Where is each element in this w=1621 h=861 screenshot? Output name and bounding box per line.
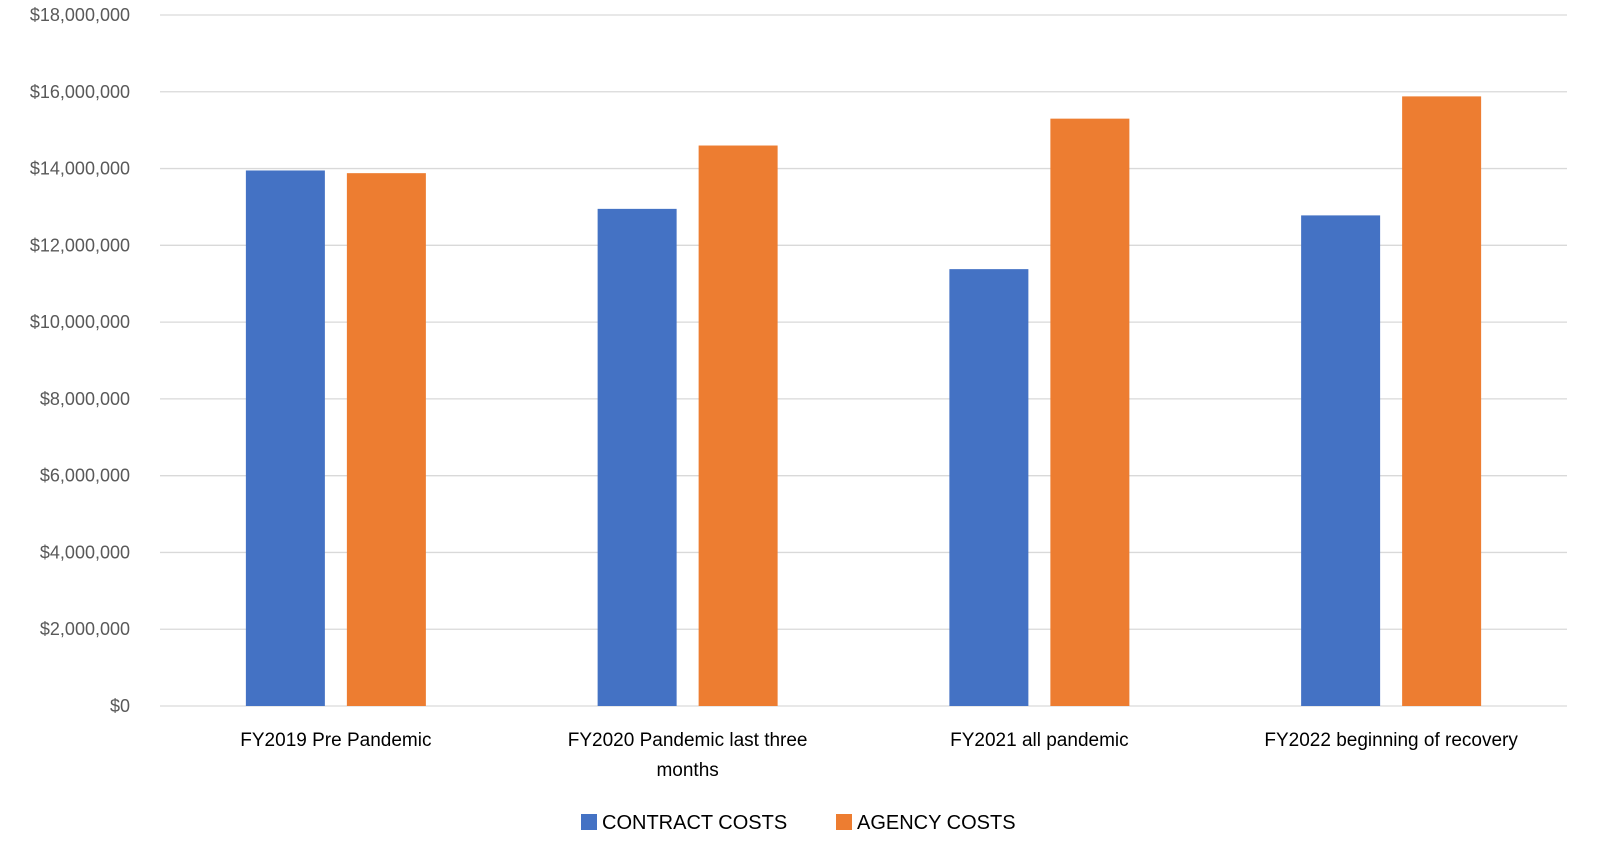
bar-contract-3	[1301, 215, 1381, 706]
legend-label-agency: AGENCY COSTS	[857, 812, 1016, 834]
y-tick-label: $4,000,000	[40, 542, 130, 562]
x-tick-label: months	[656, 760, 718, 781]
y-tick-label: $6,000,000	[40, 466, 130, 486]
x-tick-label: FY2019 Pre Pandemic	[240, 730, 431, 751]
y-axis-ticks: $0 $2,000,000 $4,000,000 $6,000,000 $8,000,0…	[30, 5, 130, 716]
y-tick-label: $2,000,000	[40, 619, 130, 639]
bar-agency-0	[346, 173, 426, 706]
y-tick-label: $8,000,000	[40, 389, 130, 409]
legend-label-contract: CONTRACT COSTS	[602, 812, 787, 834]
x-tick-label: FY2021 all pandemic	[950, 730, 1129, 751]
y-tick-label: $18,000,000	[30, 5, 130, 25]
bar-contract-0	[245, 170, 325, 707]
y-tick-label: $12,000,000	[30, 235, 130, 255]
bars	[245, 96, 1482, 707]
legend: CONTRACT COSTS AGENCY COSTS	[581, 812, 1016, 834]
y-tick-label: $16,000,000	[30, 82, 130, 102]
legend-swatch-agency	[836, 814, 852, 830]
x-tick-label: FY2022 beginning of recovery	[1264, 730, 1518, 751]
x-tick-label: FY2020 Pandemic last three	[568, 730, 808, 751]
bar-agency-2	[1050, 118, 1130, 706]
bar-agency-3	[1402, 96, 1482, 706]
bar-contract-1	[597, 208, 677, 706]
legend-swatch-contract	[581, 814, 597, 830]
bar-contract-2	[949, 269, 1029, 706]
x-axis-ticks: FY2019 Pre Pandemic FY2020 Pandemic last …	[240, 730, 1518, 781]
y-tick-label: $10,000,000	[30, 312, 130, 332]
y-tick-label: $0	[110, 696, 130, 716]
bar-agency-1	[698, 145, 778, 706]
y-tick-label: $14,000,000	[30, 159, 130, 179]
